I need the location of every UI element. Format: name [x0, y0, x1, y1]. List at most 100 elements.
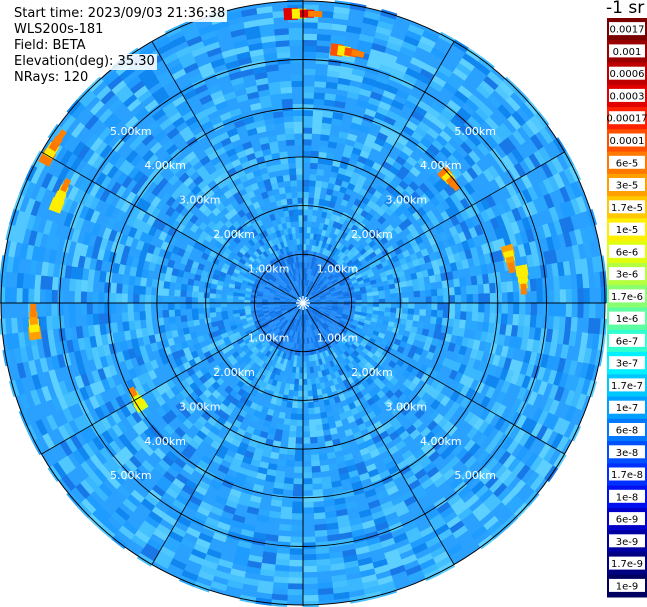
gate-cell: [264, 350, 272, 358]
gate-cell: [307, 286, 311, 293]
gate-cell: [335, 241, 342, 250]
gate-cell: [309, 366, 314, 374]
gate-cell: [229, 321, 237, 327]
gate-cell: [260, 330, 267, 337]
gate-cell: [251, 355, 259, 363]
echo-feature: [28, 303, 42, 341]
gate-cell: [271, 367, 278, 375]
gate-cell: [355, 305, 362, 310]
gate-cell: [201, 345, 210, 354]
gate-cell: [302, 594, 319, 602]
gate-cell: [277, 314, 284, 320]
gate-cell: [315, 418, 323, 426]
gate-cell: [248, 264, 256, 272]
gate-cell: [374, 31, 391, 42]
gate-cell: [378, 307, 386, 312]
gate-cell: [358, 562, 375, 573]
gate-cell: [307, 306, 313, 312]
gate-cell: [255, 305, 263, 308]
gate-cell: [181, 433, 193, 445]
gate-cell: [274, 570, 289, 578]
gate-cell: [537, 380, 548, 396]
gate-cell: [504, 223, 515, 237]
gate-cell: [311, 310, 317, 316]
gate-cell: [259, 283, 266, 289]
gate-cell: [369, 91, 383, 102]
gate-cell: [209, 480, 223, 491]
gate-cell: [272, 326, 279, 333]
gate-cell: [558, 316, 567, 331]
gate-cell: [237, 497, 251, 507]
gate-cell: [331, 295, 338, 299]
gate-cell: [299, 285, 302, 292]
gate-cell: [203, 292, 210, 299]
gate-cell: [356, 353, 365, 362]
gate-cell: [520, 174, 533, 190]
gate-cell: [571, 303, 579, 318]
gate-cell: [398, 221, 408, 231]
gate-cell: [326, 451, 336, 460]
gate-cell: [316, 314, 322, 319]
gate-cell: [474, 484, 490, 499]
gate-cell: [275, 321, 282, 327]
gate-cell: [266, 165, 276, 174]
gate-cell: [316, 279, 322, 285]
gate-cell: [269, 176, 278, 185]
gate-cell: [135, 267, 143, 278]
gate-cell: [282, 174, 291, 182]
gate-cell: [268, 510, 281, 519]
gate-cell: [180, 537, 196, 549]
gate-cell: [289, 348, 294, 355]
gate-cell: [136, 258, 145, 269]
gate-cell: [274, 428, 283, 437]
gate-cell: [360, 271, 368, 277]
gate-cell: [322, 344, 328, 352]
gate-cell: [349, 300, 356, 303]
gate-cell: [291, 305, 298, 308]
gate-cell: [113, 252, 123, 265]
gate-cell: [349, 324, 357, 330]
gate-cell: [224, 473, 236, 484]
gate-cell: [392, 398, 403, 408]
gate-cell: [315, 347, 320, 355]
gate-cell: [176, 269, 185, 278]
gate-cell: [318, 453, 328, 461]
gate-cell: [165, 508, 181, 521]
gate-cell: [441, 280, 449, 289]
gate-cell: [249, 276, 257, 282]
gate-cell: [283, 340, 289, 347]
gate-cell: [507, 115, 522, 131]
gate-cell: [533, 265, 542, 279]
gate-cell: [108, 440, 122, 455]
gate-cell: [210, 58, 226, 69]
gate-cell: [521, 217, 532, 231]
gate-cell: [204, 282, 212, 289]
gate-cell: [313, 283, 318, 290]
gate-cell: [444, 333, 452, 343]
gate-cell: [306, 314, 309, 321]
gate-cell: [198, 383, 208, 394]
gate-cell: [311, 317, 316, 324]
gate-cell: [303, 138, 312, 146]
gate-cell: [272, 391, 279, 400]
gate-cell: [430, 546, 447, 559]
gate-cell: [472, 129, 486, 143]
gate-cell: [313, 335, 318, 343]
gate-cell: [330, 323, 337, 329]
gate-cell: [495, 214, 506, 228]
gate-cell: [289, 291, 295, 296]
gate-cell: [233, 144, 245, 154]
gate-cell: [154, 431, 167, 444]
gate-cell: [75, 326, 84, 339]
gate-cell: [314, 227, 319, 235]
gate-cell: [315, 321, 321, 328]
gate-cell: [467, 115, 482, 130]
gate-cell: [254, 357, 262, 365]
gate-cell: [330, 562, 346, 571]
gate-cell: [340, 198, 349, 207]
gate-cell: [143, 543, 160, 557]
gate-cell: [393, 120, 406, 131]
gate-cell: [275, 311, 282, 315]
gate-cell: [458, 277, 467, 287]
gate-cell: [326, 327, 333, 334]
